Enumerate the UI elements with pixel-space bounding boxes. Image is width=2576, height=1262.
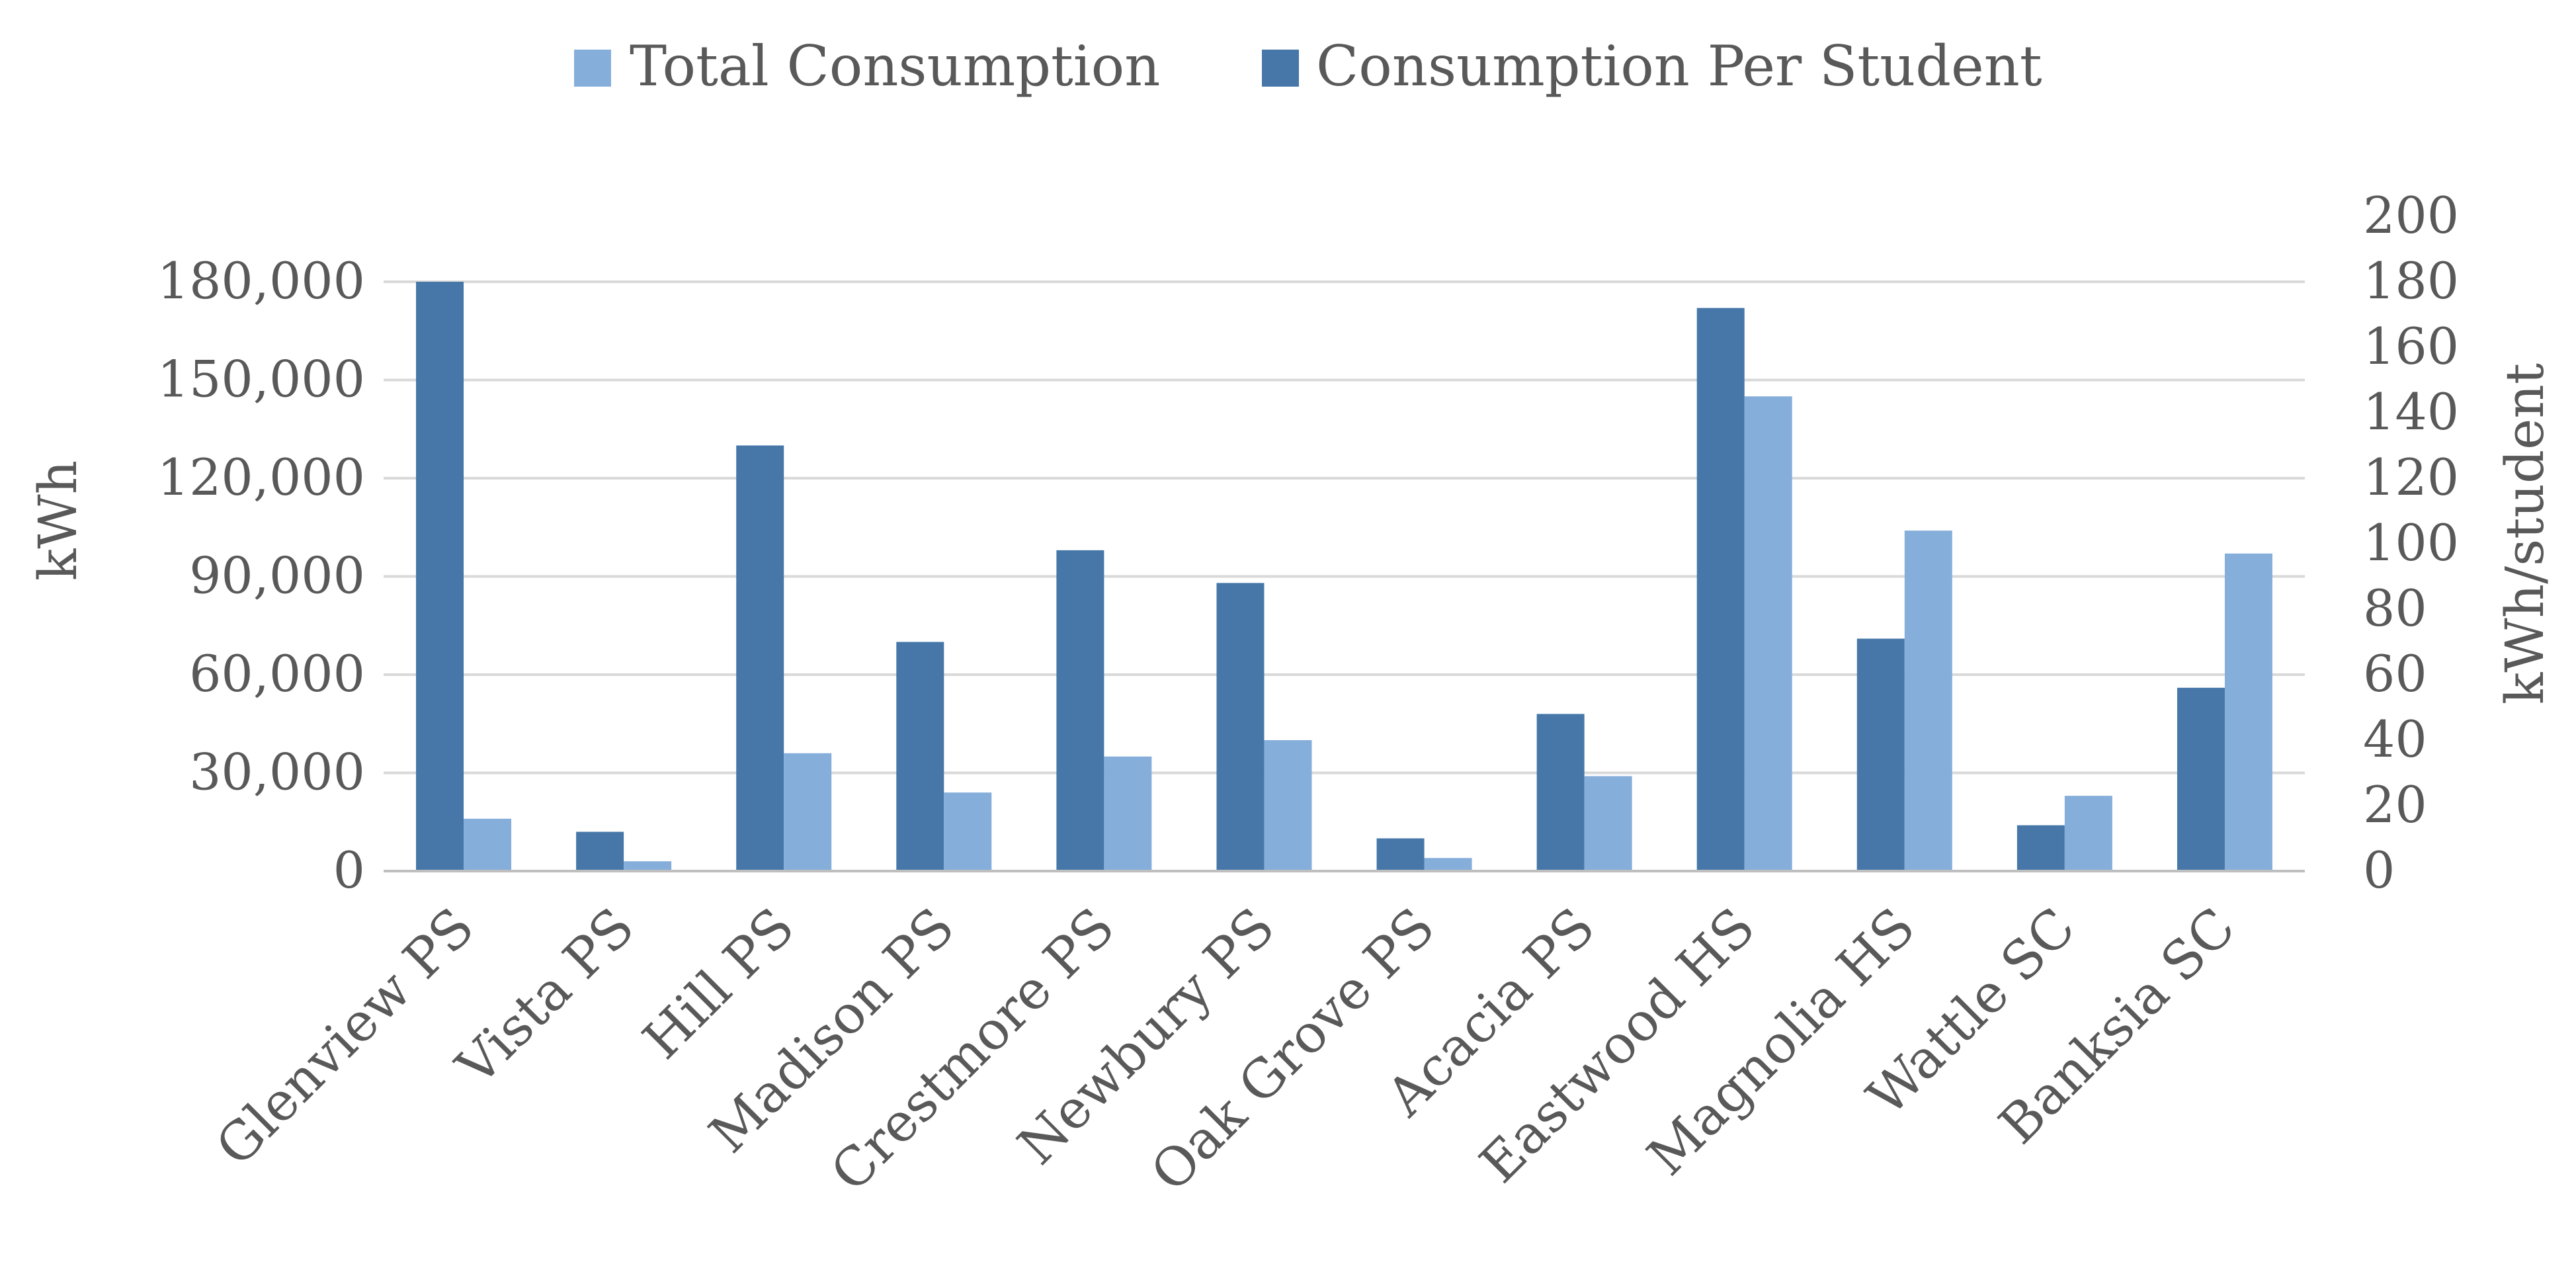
- gridlines: [384, 280, 2305, 775]
- bar-consumption-per-student-glenview-ps: [416, 282, 464, 871]
- bar-consumption-per-student-magnolia-hs: [1856, 638, 1905, 871]
- y-axis-right-title: kWh/student: [2494, 363, 2555, 704]
- y-left-tick-label: 120,000: [157, 448, 365, 507]
- bar-total-consumption-newbury-ps: [1264, 740, 1312, 871]
- y-right-tick-label: 80: [2363, 579, 2427, 638]
- y-left-tick-label: 0: [333, 841, 365, 900]
- bar-total-consumption-madison-ps: [944, 792, 992, 871]
- bar-total-consumption-crestmore-ps: [1104, 756, 1152, 871]
- y-right-tick-label: 20: [2363, 775, 2427, 834]
- bar-consumption-per-student-vista-ps: [576, 831, 624, 871]
- legend-swatch-total-consumption: [574, 50, 611, 87]
- bar-consumption-per-student-crestmore-ps: [1056, 550, 1104, 871]
- y-axis-left-title: kWh: [27, 460, 89, 581]
- bar-consumption-per-student-oak-grove-ps: [1376, 838, 1425, 871]
- axes: 0 30,000 60,000 90,000 120,000 150,000 180,000…: [157, 186, 2459, 1203]
- bar-consumption-per-student-acacia-ps: [1536, 714, 1585, 871]
- legend-label-total-consumption: Total Consumption: [630, 34, 1160, 99]
- y-right-tick-label: 120: [2363, 448, 2459, 507]
- y-right-tick-label: 40: [2363, 710, 2427, 769]
- bar-consumption-per-student-eastwood-hs: [1696, 308, 1745, 872]
- y-right-tick-label: 200: [2363, 186, 2459, 245]
- bar-total-consumption-banksia-sc: [2224, 553, 2272, 871]
- bar-total-consumption-eastwood-hs: [1744, 396, 1792, 871]
- bar-total-consumption-oak-grove-ps: [1424, 858, 1472, 871]
- bar-consumption-per-student-newbury-ps: [1216, 583, 1265, 871]
- x-tick-label-vista-ps: Vista PS: [444, 896, 646, 1098]
- y-left-tick-label: 30,000: [189, 743, 365, 802]
- x-tick-label-crestmore-ps: Crestmore PS: [819, 896, 1126, 1203]
- legend: Total Consumption Consumption Per Studen…: [574, 34, 2042, 99]
- y-left-tick-label: 180,000: [157, 251, 365, 310]
- x-tick-label-eastwood-hs: Eastwood HS: [1468, 896, 1766, 1195]
- legend-swatch-consumption-per-student: [1262, 50, 1299, 87]
- bars: [416, 282, 2272, 872]
- y-left-tick-label: 150,000: [157, 350, 365, 409]
- y-right-tick-label: 60: [2363, 644, 2427, 703]
- y-right-tick-label: 160: [2363, 317, 2459, 376]
- bar-total-consumption-hill-ps: [784, 753, 832, 871]
- bar-total-consumption-acacia-ps: [1584, 776, 1632, 871]
- y-left-tick-label: 90,000: [189, 546, 365, 605]
- bar-total-consumption-glenview-ps: [464, 818, 512, 871]
- bar-consumption-per-student-wattle-sc: [2016, 825, 2065, 871]
- bar-total-consumption-vista-ps: [624, 861, 672, 871]
- legend-label-consumption-per-student: Consumption Per Student: [1316, 34, 2042, 99]
- bar-total-consumption-wattle-sc: [2064, 796, 2112, 871]
- bar-consumption-per-student-madison-ps: [896, 642, 944, 871]
- bar-total-consumption-magnolia-hs: [1904, 530, 1952, 871]
- y-right-tick-label: 140: [2363, 382, 2459, 441]
- x-tick-label-glenview-ps: Glenview PS: [204, 896, 486, 1178]
- y-right-tick-label: 180: [2363, 251, 2459, 310]
- y-right-tick-label: 0: [2363, 841, 2395, 900]
- bar-consumption-per-student-hill-ps: [736, 445, 784, 871]
- y-left-tick-label: 60,000: [189, 644, 365, 703]
- bar-consumption-per-student-banksia-sc: [2177, 687, 2225, 871]
- x-tick-label-oak-grove-ps: Oak Grove PS: [1139, 896, 1446, 1204]
- y-right-tick-label: 100: [2363, 513, 2459, 572]
